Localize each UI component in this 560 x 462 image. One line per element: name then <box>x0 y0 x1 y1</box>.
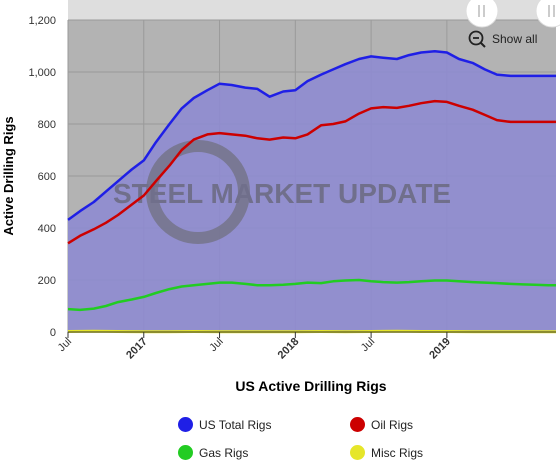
watermark-ring-icon <box>146 140 250 244</box>
navigator-strip <box>68 0 556 20</box>
watermark-text: STEEL MARKET UPDATE <box>113 178 451 209</box>
x-axis-ticks: Jul 2017 Jul 2018 Jul 2019 <box>56 332 453 361</box>
series-line-gas-rigs <box>67 278 556 312</box>
navigator-handle-left[interactable] <box>465 0 499 28</box>
y-axis-ticks: 0 200 400 600 800 1,000 1,200 <box>28 15 56 339</box>
legend-item-misc-rigs[interactable]: Misc Rigs <box>350 445 423 460</box>
legend-marker-icon <box>350 445 365 460</box>
series-line-oil-rigs <box>67 99 556 245</box>
legend-item-oil-rigs[interactable]: Oil Rigs <box>350 417 413 432</box>
legend-label: Misc Rigs <box>371 445 424 460</box>
watermark-logo: STEEL MARKET UPDATE <box>113 140 451 244</box>
y-tick-label: 1,000 <box>28 67 56 79</box>
legend-marker-icon <box>178 445 193 460</box>
legend-label: US Total Rigs <box>199 417 272 432</box>
x-axis-title: US Active Drilling Rigs <box>235 378 386 394</box>
y-tick-label: 1,200 <box>28 15 56 27</box>
legend-item-us-total-rigs[interactable]: US Total Rigs <box>178 417 271 432</box>
x-tick-label: Jul <box>207 336 225 354</box>
series-areas <box>68 51 556 332</box>
y-tick-label: 400 <box>38 223 56 235</box>
show-all-label: Show all <box>492 32 538 46</box>
legend-label: Gas Rigs <box>199 445 249 460</box>
y-tick-label: 600 <box>38 171 56 183</box>
navigator-handle-right[interactable] <box>535 0 560 28</box>
x-tick-label: 2018 <box>276 336 302 362</box>
show-all-button[interactable]: Show all <box>468 30 537 48</box>
legend-item-gas-rigs[interactable]: Gas Rigs <box>178 445 248 460</box>
legend-label: Oil Rigs <box>371 417 414 432</box>
legend-marker-icon <box>178 417 193 432</box>
x-tick-label: 2017 <box>124 336 150 362</box>
y-axis-title: Active Drilling Rigs <box>1 116 16 235</box>
y-tick-label: 200 <box>38 275 56 287</box>
legend: US Total Rigs Oil Rigs Gas Rigs Misc Rig… <box>0 412 560 462</box>
legend-marker-icon <box>350 417 365 432</box>
x-tick-label: Jul <box>359 336 377 354</box>
series-line-us-total-rigs <box>67 49 556 221</box>
area-us-total-rigs <box>68 51 556 332</box>
y-tick-label: 800 <box>38 119 56 131</box>
y-tick-label: 0 <box>50 327 56 339</box>
zoom-out-icon <box>468 30 486 48</box>
x-tick-label: 2019 <box>427 336 453 362</box>
chart-canvas: STEEL MARKET UPDATE 0 200 400 600 800 1,000 1,… <box>1 0 560 394</box>
x-tick-label: Jul <box>56 336 74 354</box>
